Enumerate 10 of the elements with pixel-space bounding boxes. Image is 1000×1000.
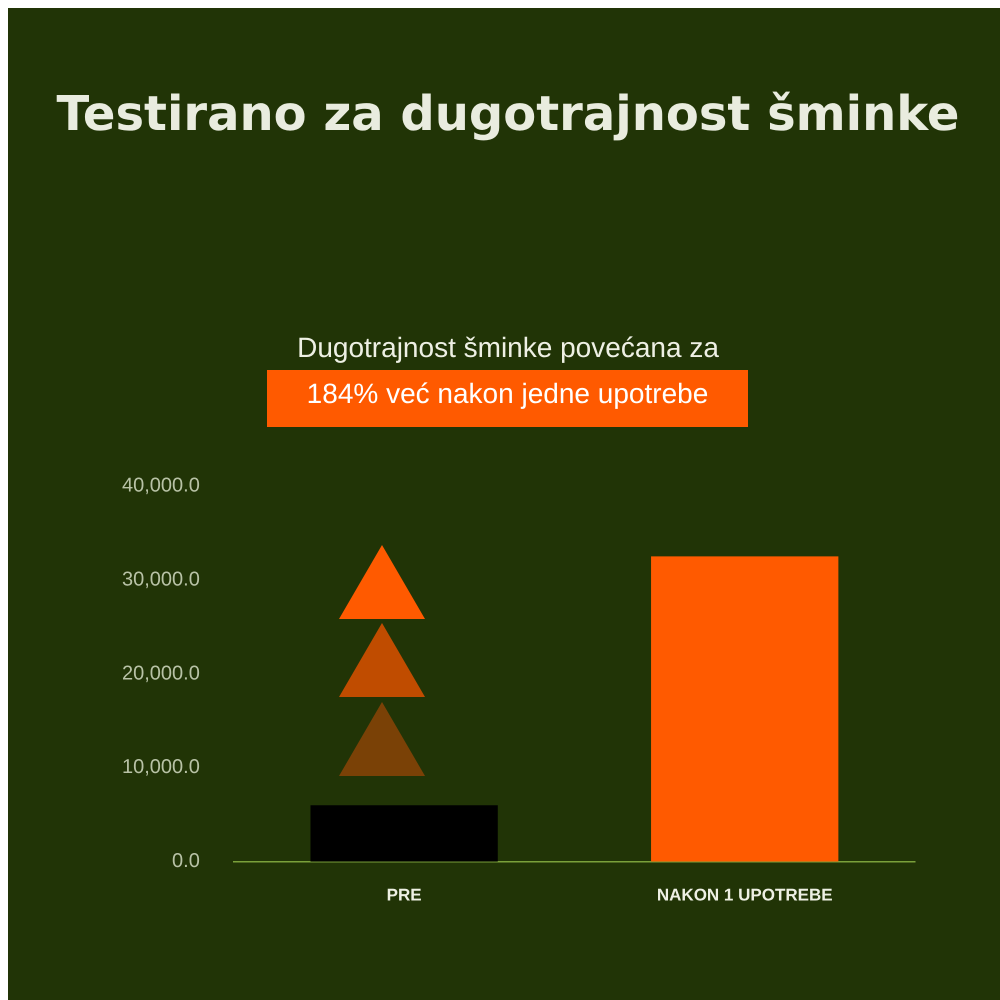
y-tick-label: 20,000.0 [122,662,200,684]
y-tick-label: 10,000.0 [122,756,200,778]
y-tick-label: 0.0 [172,850,200,872]
text: 184% već nakon jedne upotrebe [267,370,748,427]
text: Dugotrajnost šminke povećana za [296,332,720,364]
x-tick-label: NAKON 1 UPOTREBE [656,885,833,904]
chart-title: Testirano za dugotrajnost šminke [56,86,960,142]
y-tick-label: 30,000.0 [122,568,200,590]
x-tick-label: PRE [386,885,422,904]
y-tick-label: 40,000.0 [122,474,200,497]
